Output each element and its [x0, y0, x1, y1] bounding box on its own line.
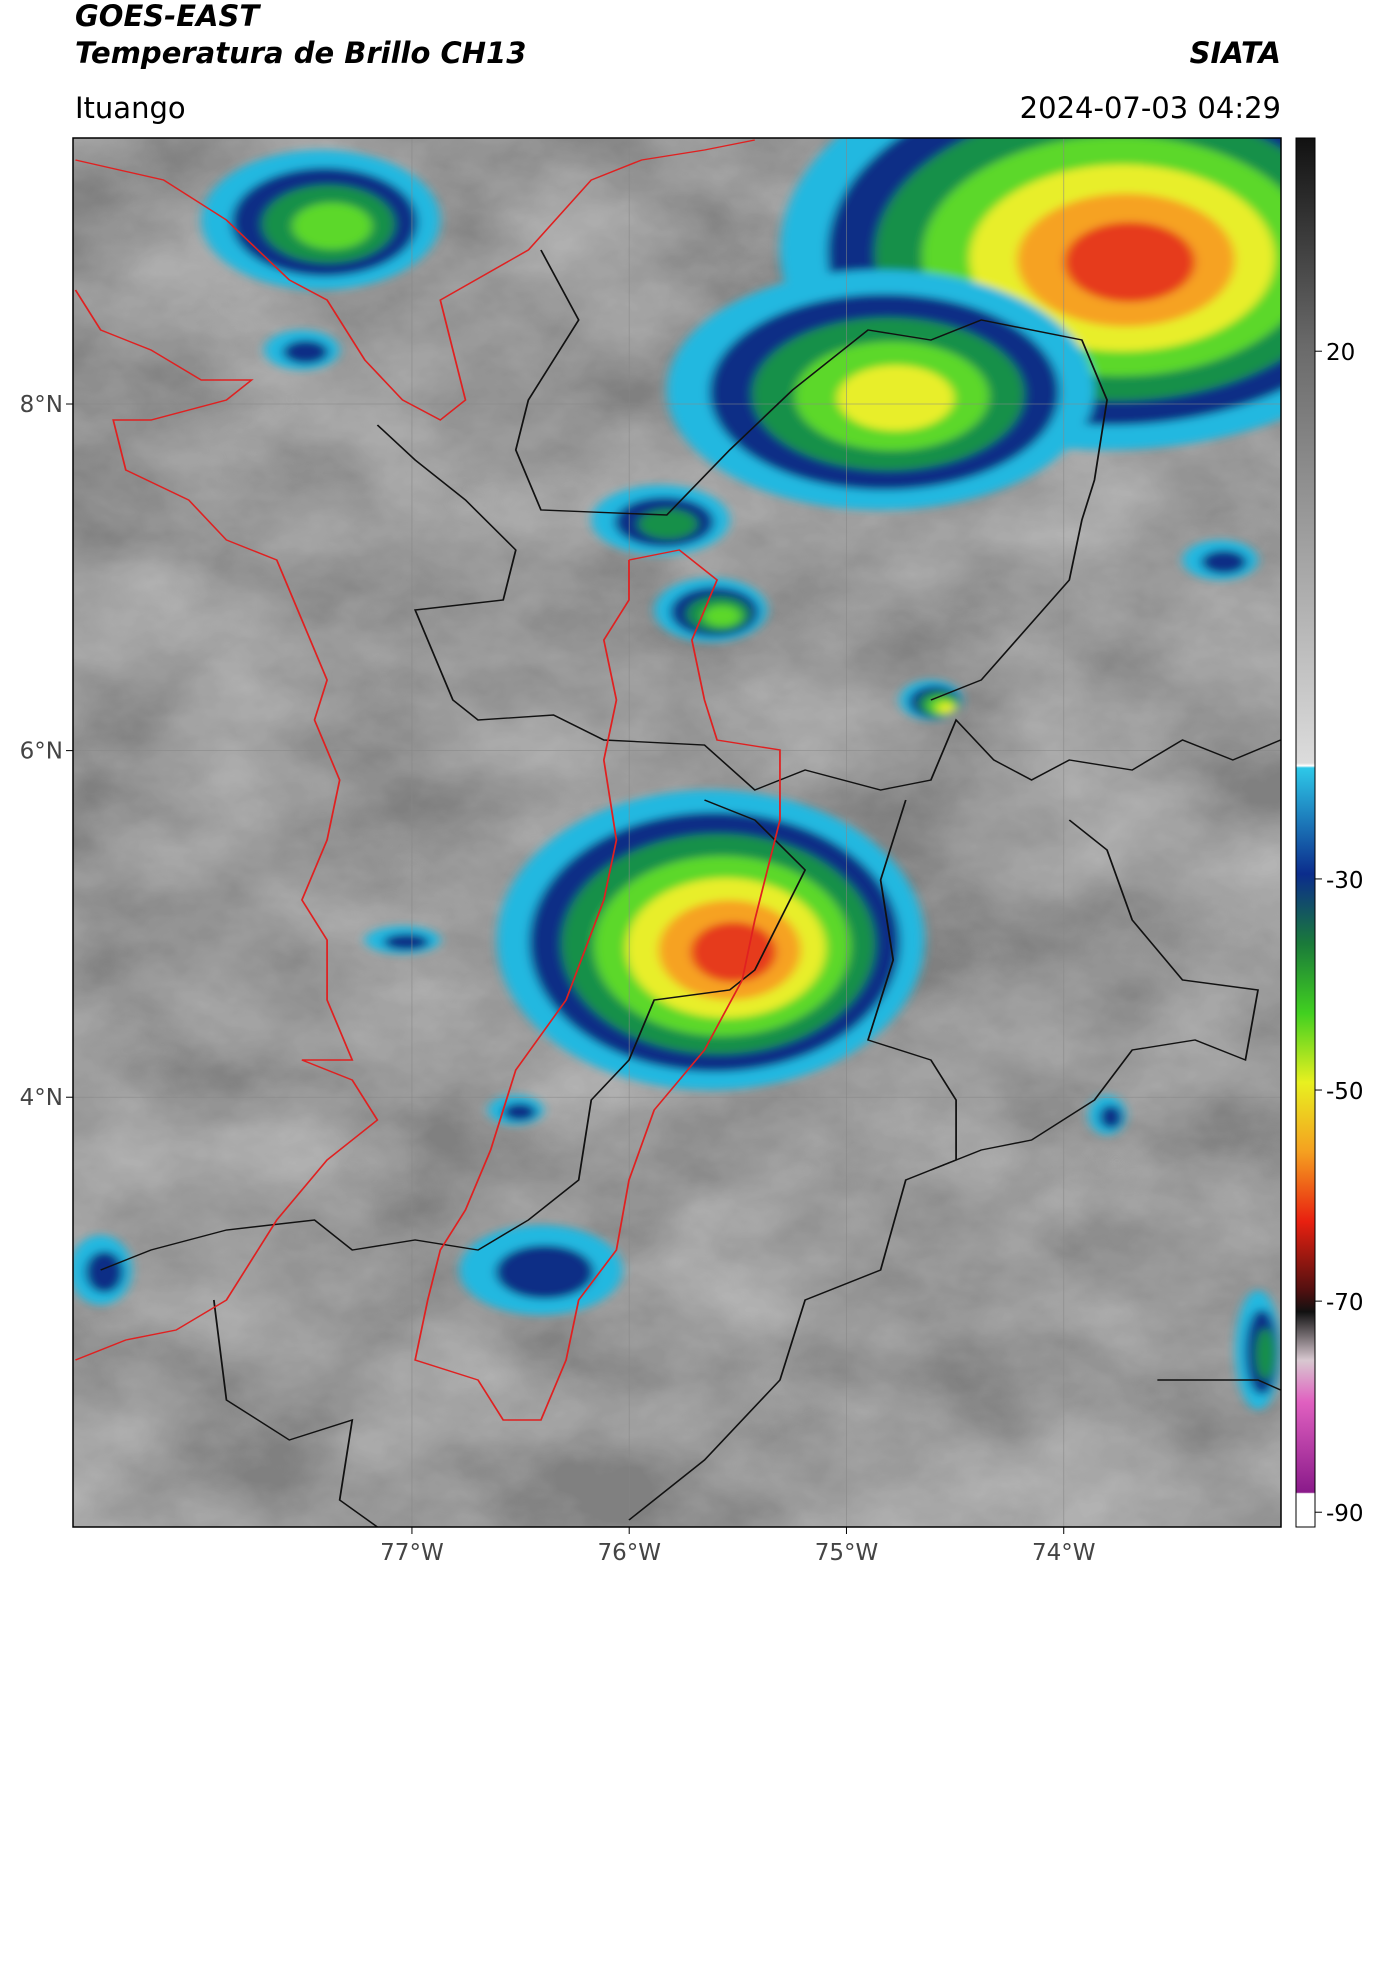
- x-tick-label: 75°W: [815, 1540, 879, 1566]
- storm-layer: [1099, 1105, 1123, 1129]
- colorbar-label: -50: [1326, 1079, 1364, 1105]
- colorbar-label: -90: [1326, 1501, 1364, 1527]
- y-tick-label: 8°N: [20, 392, 63, 418]
- subtitle: Temperatura de Brillo CH13: [75, 36, 526, 70]
- border: [514, 249, 1108, 701]
- title: GOES-EAST: [75, 0, 261, 33]
- datetime: 2024-07-03 04:29: [1020, 91, 1281, 125]
- coast: [75, 139, 756, 421]
- border: [100, 799, 807, 1271]
- storm-layer: [495, 1245, 594, 1299]
- storm-layer: [85, 1251, 124, 1293]
- storm-cells: [73, 138, 1281, 1410]
- storm-layer: [638, 509, 698, 539]
- storm-layer: [283, 340, 329, 364]
- colorbar-label: -30: [1326, 868, 1364, 894]
- map: [73, 138, 1281, 1527]
- storm-layer: [703, 605, 741, 627]
- border: [212, 1299, 378, 1527]
- grid: [73, 138, 1281, 1527]
- colorbar: [1295, 137, 1316, 1528]
- coast: [74, 289, 379, 1361]
- storm-layer: [502, 1103, 537, 1121]
- x-tick-label: 77°W: [380, 1540, 444, 1566]
- source: SIATA: [1190, 36, 1281, 70]
- x-tick-label: 74°W: [1032, 1540, 1096, 1566]
- storm-layer: [383, 933, 429, 951]
- border: [930, 819, 1259, 1171]
- borders: [74, 139, 1281, 1527]
- storm-layer: [292, 202, 372, 250]
- y-tick-label: 4°N: [20, 1085, 63, 1111]
- storm-layer: [937, 702, 955, 714]
- storm-layer: [837, 365, 955, 431]
- colorbar-label: 20: [1326, 340, 1355, 366]
- x-tick-label: 76°W: [597, 1540, 661, 1566]
- border: [376, 424, 1281, 791]
- location: Ituango: [75, 91, 186, 125]
- colorbar-label: -70: [1326, 1290, 1364, 1316]
- storm-layer: [690, 922, 777, 982]
- storm-layer: [1201, 550, 1247, 574]
- border: [1157, 1379, 1281, 1391]
- storm-layer: [1255, 1328, 1276, 1380]
- map-frame: [72, 137, 1282, 1528]
- department-border: [414, 549, 781, 1421]
- storm-layer: [1064, 222, 1196, 302]
- y-tick-label: 6°N: [20, 739, 63, 765]
